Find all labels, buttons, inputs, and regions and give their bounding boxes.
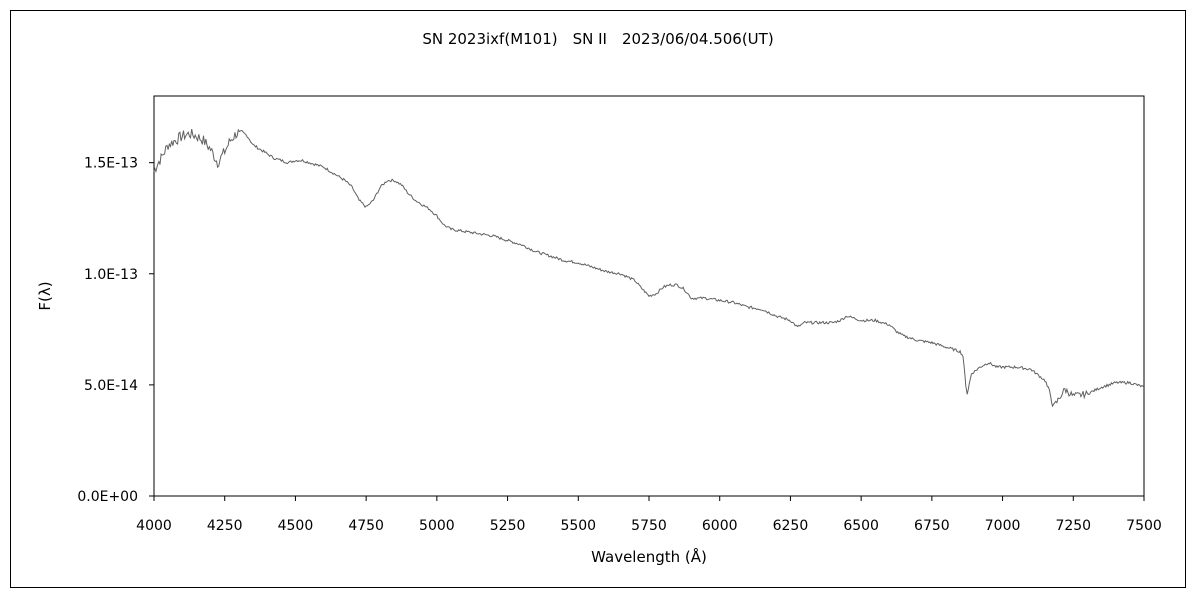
y-axis-label: F(λ) — [36, 281, 54, 310]
x-tick-label: 4000 — [136, 518, 172, 534]
x-tick-label: 5500 — [560, 518, 596, 534]
x-tick-label: 5250 — [490, 518, 526, 534]
x-tick-label: 4750 — [348, 518, 384, 534]
y-tick-label: 1.5E-13 — [84, 156, 138, 172]
x-axis-label: Wavelength (Å) — [591, 547, 707, 566]
x-tick-label: 6000 — [702, 518, 738, 534]
x-tick-label: 5000 — [419, 518, 455, 534]
y-tick-label: 5.0E-14 — [84, 378, 138, 394]
y-axis: 0.0E+00 5.0E-14 1.0E-13 1.5E-13 — [77, 156, 154, 505]
y-tick-label: 1.0E-13 — [84, 267, 138, 283]
x-tick-label: 6500 — [843, 518, 879, 534]
x-tick-label: 5750 — [631, 518, 667, 534]
spectrum-line — [153, 128, 1145, 408]
chart-frame — [10, 10, 1186, 588]
x-tick-label: 6250 — [773, 518, 809, 534]
x-tick-label: 4250 — [207, 518, 243, 534]
x-tick-label: 7000 — [985, 518, 1021, 534]
chart-title: SN 2023ixf(M101) SN II 2023/06/04.506(UT… — [422, 30, 773, 48]
x-tick-label: 6750 — [914, 518, 950, 534]
x-tick-label: 4500 — [278, 518, 314, 534]
y-tick-label: 0.0E+00 — [77, 489, 138, 505]
x-axis: 4000 4250 4500 4750 5000 5250 5500 5750 6000 6250… — [136, 496, 1162, 534]
x-tick-label: 7250 — [1055, 518, 1091, 534]
x-tick-label: 7500 — [1126, 518, 1162, 534]
